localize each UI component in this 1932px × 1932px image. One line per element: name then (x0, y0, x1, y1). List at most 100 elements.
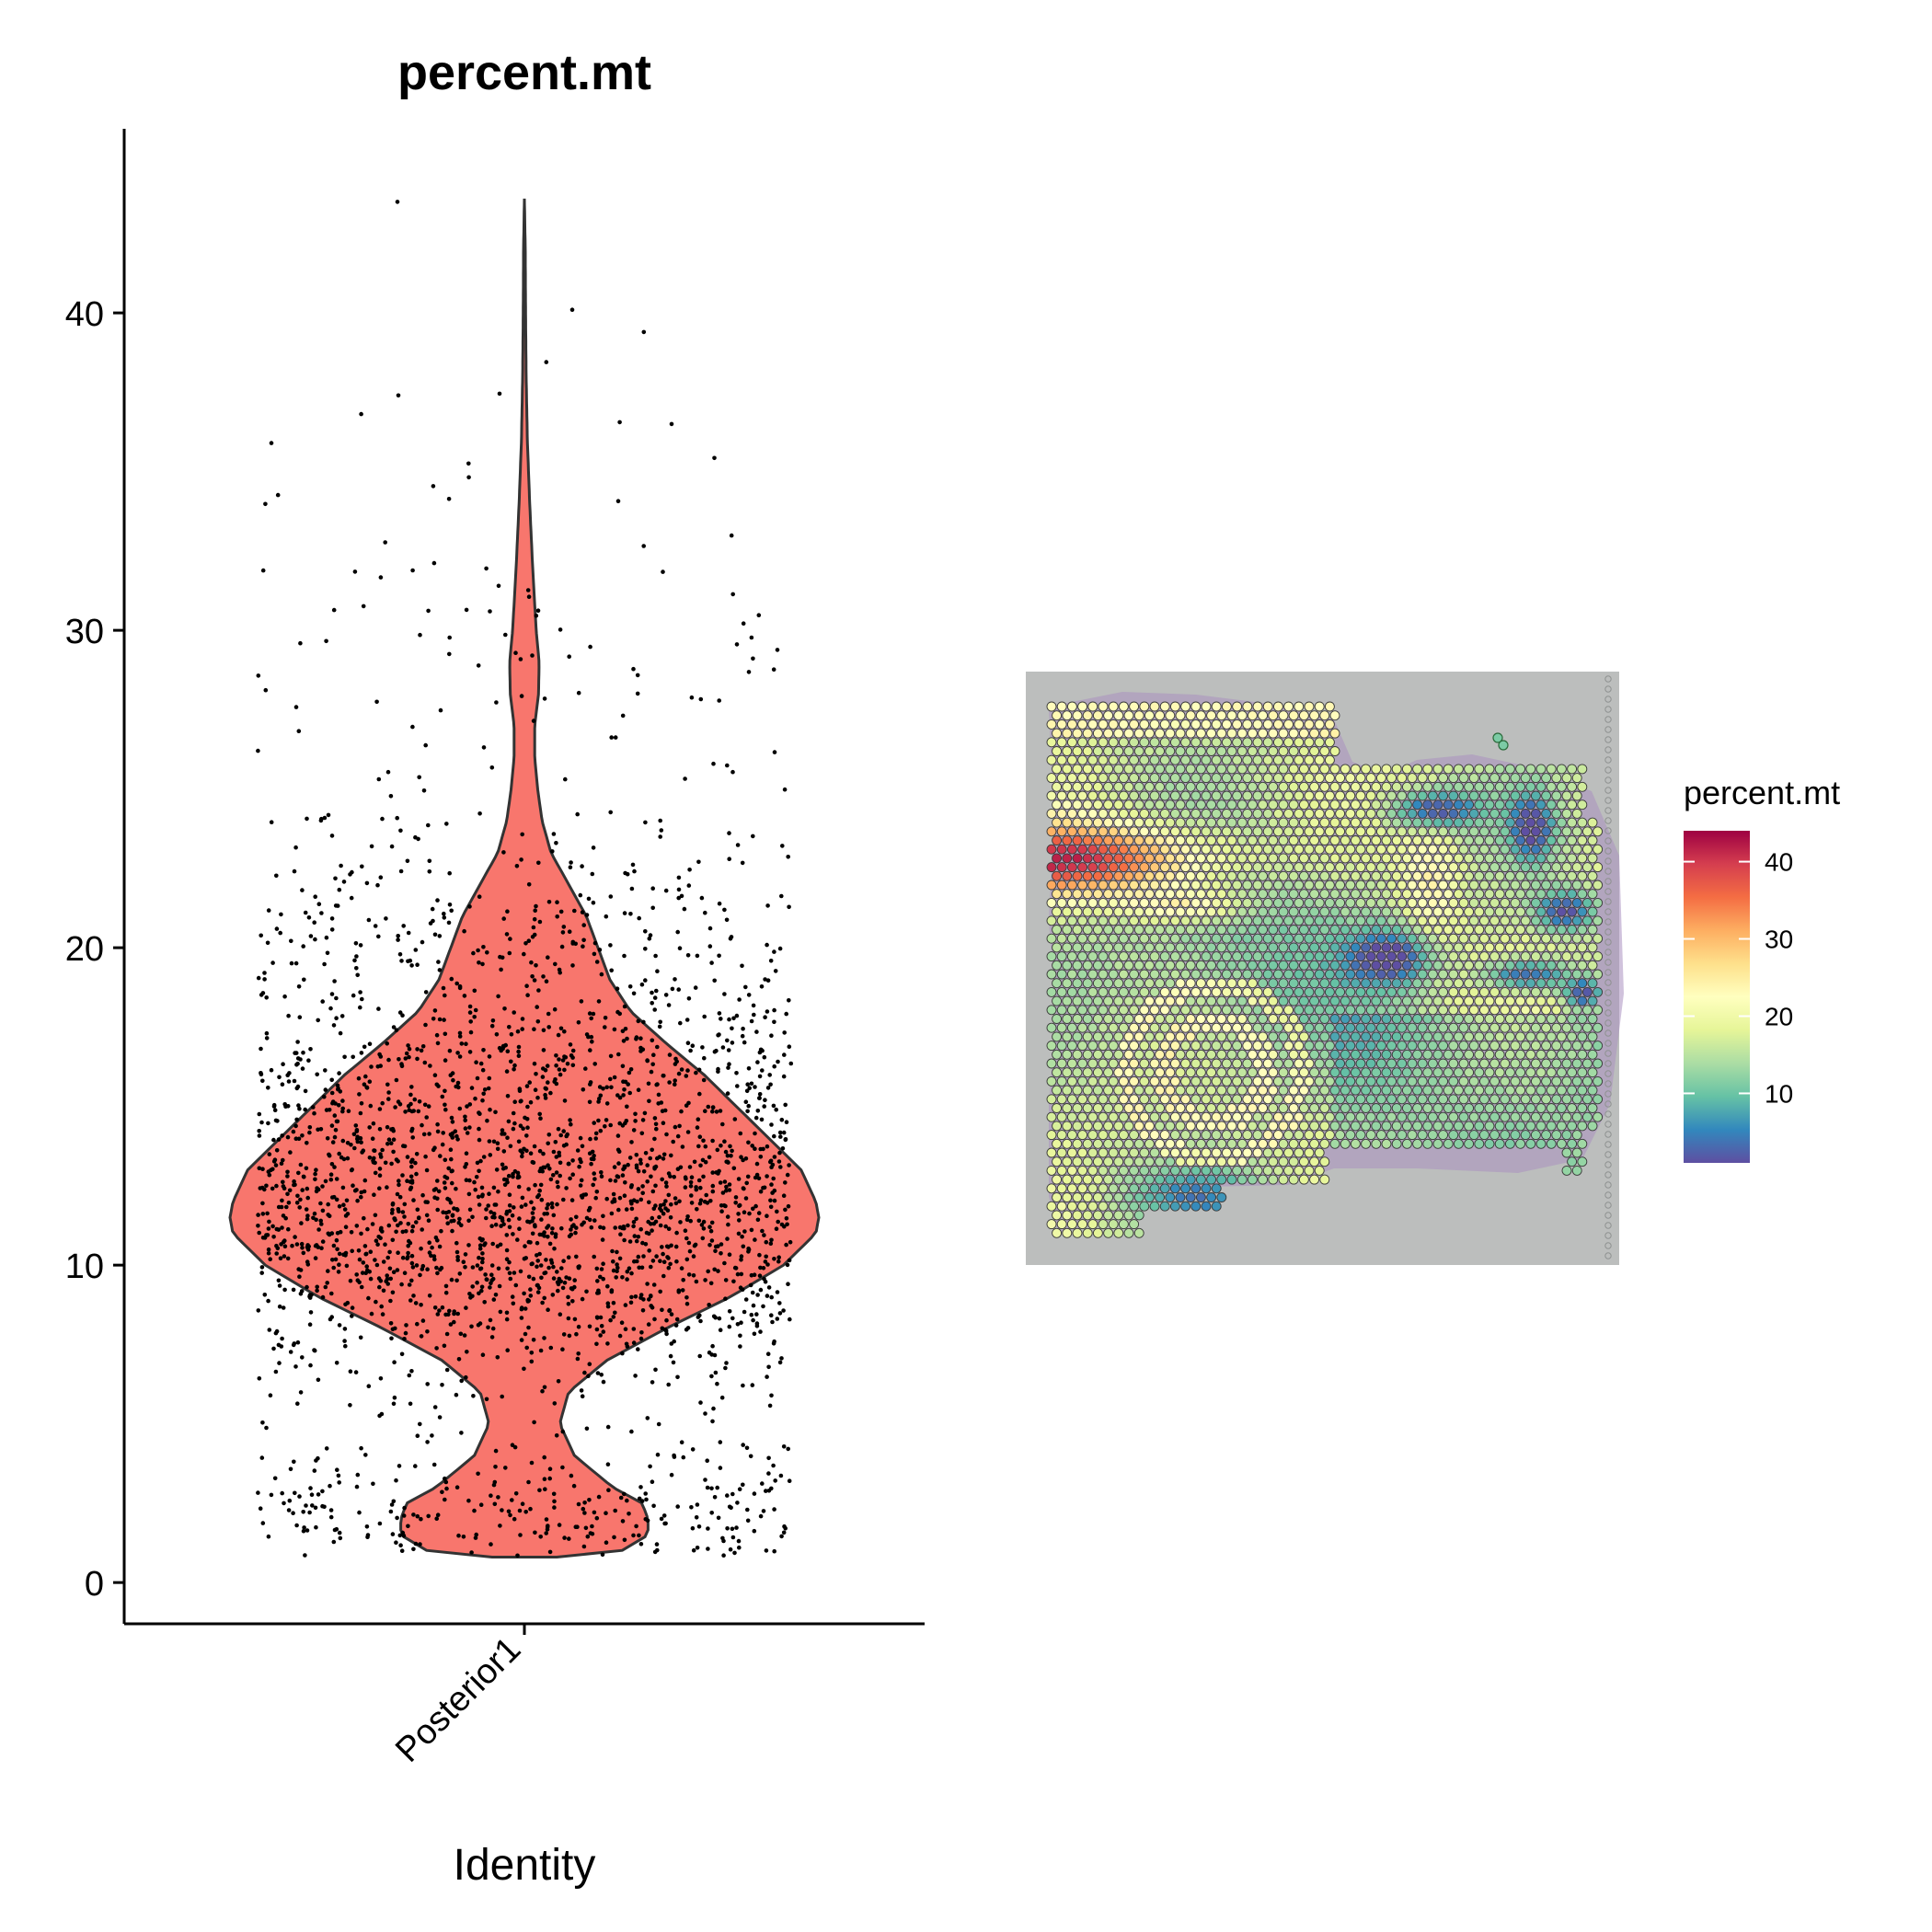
spatial-spot (1335, 933, 1346, 944)
jitter-point (580, 1296, 585, 1302)
spatial-spot (1195, 764, 1206, 775)
jitter-point (507, 950, 512, 956)
jitter-point (676, 875, 682, 880)
spatial-spot (1268, 889, 1279, 900)
spatial-spot (1283, 1022, 1294, 1033)
jitter-point (404, 1051, 409, 1056)
spatial-spot (1340, 870, 1351, 881)
jitter-point (512, 1121, 517, 1126)
jitter-point (354, 1188, 359, 1192)
spatial-spot (1201, 1041, 1212, 1052)
spatial-spot (1438, 1058, 1449, 1069)
spatial-spot (1062, 853, 1073, 864)
jitter-point (597, 1097, 602, 1101)
jitter-point (414, 1171, 419, 1177)
spatial-spot (1386, 844, 1397, 855)
spatial-spot (1129, 719, 1140, 730)
jitter-point (496, 994, 500, 999)
spatial-spot (1417, 1058, 1428, 1069)
jitter-point (263, 501, 268, 507)
jitter-point (741, 1443, 745, 1447)
spatial-spot (1489, 826, 1501, 837)
spatial-spot (1247, 925, 1258, 935)
jitter-point (418, 632, 422, 638)
spatial-spot (1149, 826, 1160, 837)
spatial-spot (1180, 951, 1191, 962)
spatial-spot (1247, 1085, 1258, 1096)
jitter-point (468, 1019, 473, 1024)
spatial-spot (1355, 933, 1366, 944)
jitter-point (431, 1254, 437, 1259)
spatial-spot (1304, 933, 1315, 944)
spatial-spot (1242, 969, 1253, 980)
jitter-point (606, 1488, 611, 1492)
spatial-spot (1427, 897, 1438, 908)
jitter-point (398, 1221, 403, 1225)
jitter-point (785, 1172, 790, 1178)
spatial-spot (1412, 889, 1423, 900)
jitter-point (544, 979, 549, 983)
jitter-point (629, 1429, 634, 1434)
spatial-spot (1494, 942, 1505, 953)
spatial-spot (1581, 1058, 1593, 1069)
jitter-point (463, 1252, 468, 1257)
jitter-point (784, 1120, 789, 1124)
spatial-spot (1232, 826, 1243, 837)
jitter-point (520, 832, 524, 837)
jitter-point (335, 1467, 339, 1472)
jitter-point (760, 1481, 765, 1486)
jitter-point (738, 1344, 742, 1349)
jitter-point (744, 1445, 750, 1451)
spatial-spot (1577, 781, 1588, 792)
spatial-spot (1165, 1049, 1176, 1060)
jitter-point (266, 1298, 270, 1304)
spatial-spot (1561, 773, 1572, 784)
spatial-spot (1066, 1094, 1077, 1105)
jitter-point (710, 1105, 716, 1110)
spatial-spot (1581, 933, 1593, 944)
spatial-spot (1556, 799, 1567, 811)
jitter-point (611, 1259, 615, 1264)
jitter-point (359, 1231, 363, 1236)
spatial-spot (1283, 808, 1294, 819)
spatial-spot (1252, 737, 1263, 748)
jitter-point (380, 816, 385, 822)
jitter-point (786, 1446, 790, 1452)
spatial-spot (1185, 764, 1196, 775)
spatial-spot (1159, 1041, 1170, 1052)
spatial-spot (1319, 1085, 1330, 1096)
jitter-point (408, 1298, 413, 1303)
jitter-point (787, 1044, 792, 1049)
jitter-point (348, 1369, 353, 1374)
jitter-point (640, 1240, 645, 1246)
jitter-point (743, 1196, 749, 1201)
jitter-point (332, 1134, 338, 1140)
jitter-point (692, 1159, 697, 1165)
jitter-point (266, 1250, 271, 1256)
jitter-point (277, 1361, 282, 1365)
spatial-spot (1139, 1075, 1150, 1087)
spatial-spot (1386, 808, 1397, 819)
spatial-spot (1268, 1031, 1279, 1042)
jitter-point (397, 1182, 401, 1188)
jitter-point (584, 1426, 590, 1432)
spatial-spot (1169, 773, 1180, 784)
jitter-point (437, 1308, 442, 1313)
spatial-spot (1546, 960, 1557, 971)
jitter-point (440, 1383, 444, 1387)
spatial-spot (1525, 1085, 1536, 1096)
jitter-point (312, 920, 317, 925)
jitter-point (732, 1265, 738, 1271)
spatial-spot (1381, 1049, 1392, 1060)
jitter-point (617, 1121, 622, 1126)
jitter-point (331, 1265, 337, 1271)
spatial-spot (1113, 1049, 1124, 1060)
spatial-spot (1268, 870, 1279, 881)
y-tick-label: 10 (65, 1248, 104, 1286)
jitter-point (755, 1060, 760, 1064)
spatial-spot (1185, 960, 1196, 971)
jitter-point (286, 1013, 291, 1018)
jitter-point (342, 1327, 348, 1331)
jitter-point (667, 1308, 672, 1314)
jitter-point (364, 1524, 370, 1529)
